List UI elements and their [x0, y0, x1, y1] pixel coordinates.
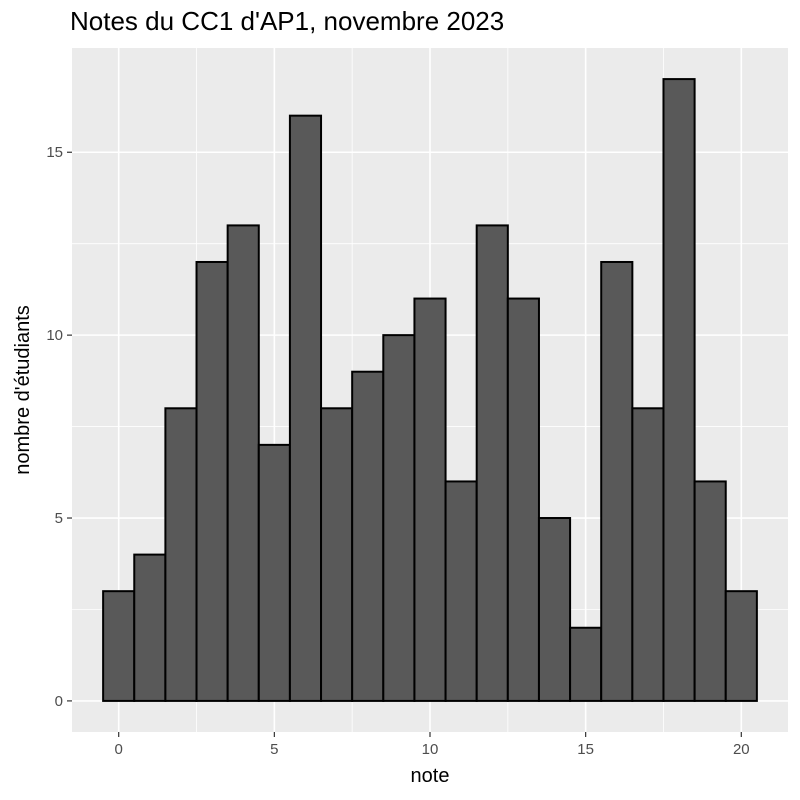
bars — [102, 78, 758, 702]
axes: 0 5 10 15 20 0 5 10 15 — [46, 144, 749, 758]
histogram-bar — [631, 407, 665, 702]
histogram-bar — [413, 297, 447, 702]
histogram-bar — [288, 114, 323, 702]
chart-title: Notes du CC1 d'AP1, novembre 2023 — [70, 6, 504, 36]
histogram-bar — [475, 224, 509, 702]
histogram-bar — [444, 480, 478, 702]
y-tick-label: 5 — [55, 510, 63, 527]
histogram-bar — [226, 224, 260, 702]
histogram-bar — [724, 590, 758, 702]
x-tick-label: 0 — [115, 741, 123, 758]
x-tick-label: 20 — [733, 741, 750, 758]
y-axis-title: nombre d'étudiants — [12, 305, 34, 474]
histogram-bar — [662, 78, 696, 702]
histogram-bar — [600, 260, 634, 702]
histogram-bar — [569, 626, 603, 702]
histogram-bar — [537, 517, 572, 702]
histogram-bar — [382, 334, 416, 702]
y-tick-label: 0 — [55, 693, 63, 710]
x-tick-label: 10 — [422, 741, 439, 758]
histogram-bar — [693, 480, 727, 702]
x-axis-title: note — [411, 765, 450, 787]
y-tick-label: 10 — [46, 327, 63, 344]
histogram-bar — [506, 297, 540, 702]
x-tick-label: 5 — [270, 741, 278, 758]
x-tick-label: 15 — [577, 741, 594, 758]
histogram-bar — [320, 407, 354, 702]
histogram-bar — [195, 260, 229, 702]
histogram-bar — [351, 370, 385, 702]
histogram-bar — [257, 443, 291, 702]
histogram-bar — [133, 553, 167, 702]
y-tick-label: 15 — [46, 144, 63, 161]
histogram-bar — [102, 590, 136, 702]
histogram-bar — [164, 407, 198, 702]
